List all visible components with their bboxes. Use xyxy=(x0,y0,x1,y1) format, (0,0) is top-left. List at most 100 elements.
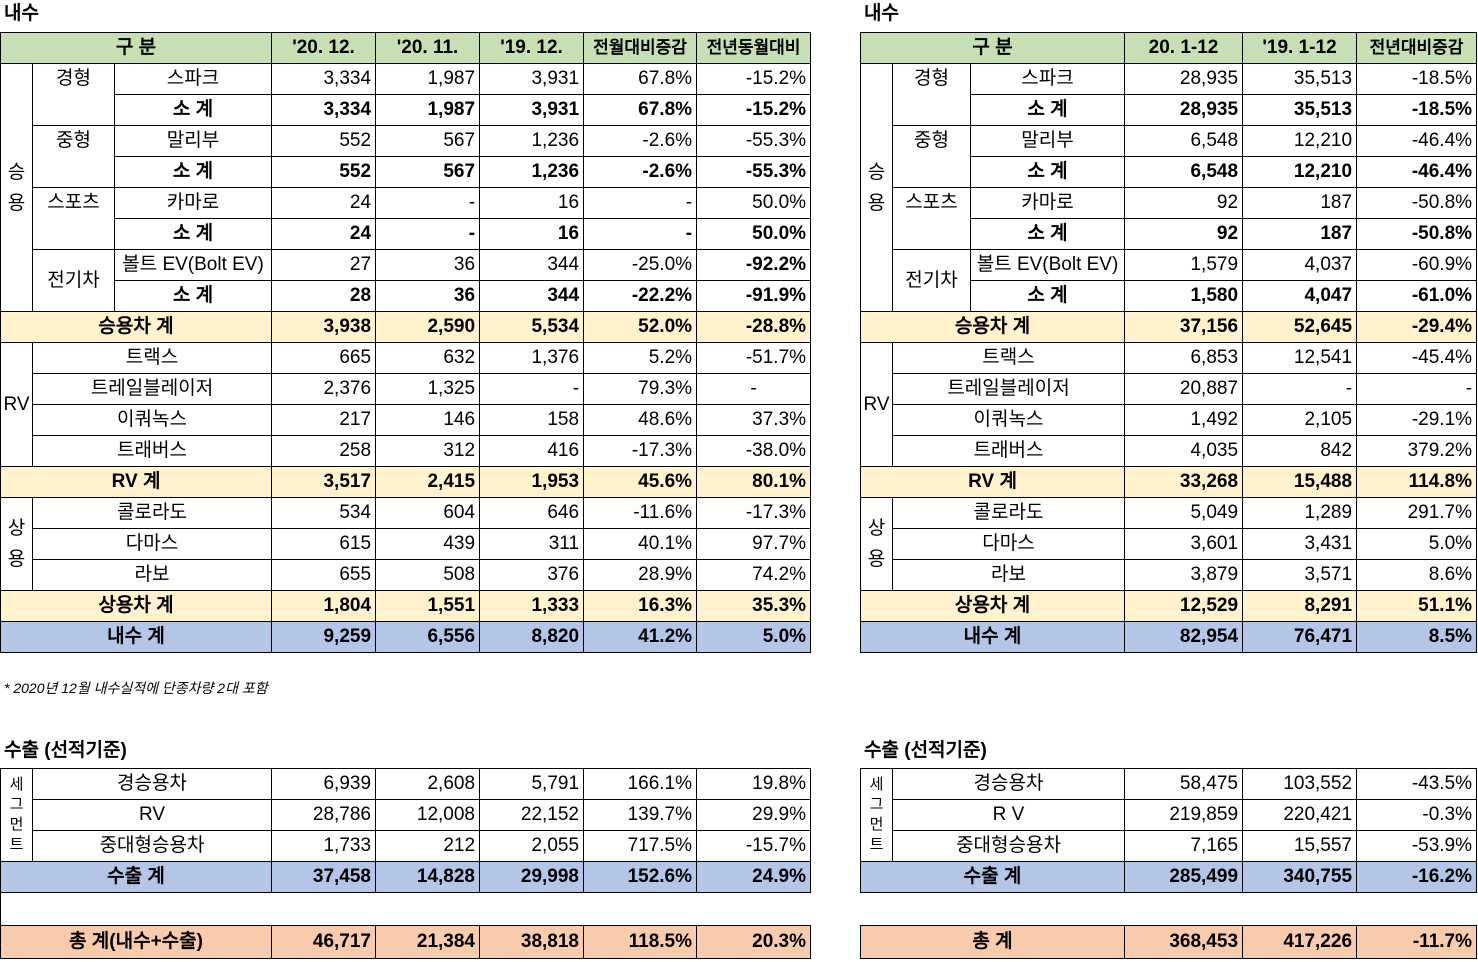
subtotal-row: 소 계 28 36 344 -22.2% -91.9% xyxy=(1,280,812,312)
value-cell: 285,499 xyxy=(1124,861,1244,893)
domestic-total-row: 내수 계 82,954 76,471 8.5% xyxy=(859,621,1478,653)
spacer-row xyxy=(861,893,1477,926)
subtotal-label: 소 계 xyxy=(969,156,1126,188)
table-row: 이쿼녹스 1,492 2,105 -29.1% xyxy=(861,404,1478,436)
subtotal-label: 소 계 xyxy=(969,94,1126,126)
value-cell: 58,475 xyxy=(1124,768,1244,800)
value-cell: 28.9% xyxy=(583,559,698,591)
group-rv-label: RV xyxy=(0,342,33,467)
subtotal-row: 소 계 24 - 16 - 50.0% xyxy=(1,218,812,250)
value-cell: -17.3% xyxy=(696,497,812,529)
value-cell: 24 xyxy=(271,218,377,250)
model-name: 트래버스 xyxy=(31,435,273,467)
value-cell: 118.5% xyxy=(583,925,698,959)
table-row: 라보 655 508 376 28.9% 74.2% xyxy=(1,559,812,591)
value-cell: 16.3% xyxy=(583,590,698,622)
value-cell: 417,226 xyxy=(1242,925,1358,959)
model-name: 볼트 EV(Bolt EV) xyxy=(113,249,273,281)
value-cell: - xyxy=(583,218,698,250)
value-cell: 21,384 xyxy=(375,925,481,959)
value-cell: 311 xyxy=(479,528,585,560)
value-cell: 67.8% xyxy=(583,94,698,126)
value-cell: 8.5% xyxy=(1356,621,1478,653)
value-cell: 92 xyxy=(1124,218,1244,250)
value-cell: 665 xyxy=(271,342,377,374)
header-col: 전년동월대비 xyxy=(696,32,812,64)
value-cell: -46.4% xyxy=(1356,156,1478,188)
value-cell: -53.9% xyxy=(1356,830,1478,862)
value-cell: 29.9% xyxy=(696,799,812,831)
value-cell: 3,879 xyxy=(1124,559,1244,591)
model-name: RV xyxy=(31,799,273,831)
value-cell: 220,421 xyxy=(1242,799,1358,831)
value-cell: 1,236 xyxy=(479,125,585,157)
value-cell: 6,548 xyxy=(1124,156,1244,188)
value-cell: 552 xyxy=(271,156,377,188)
value-cell: 28,935 xyxy=(1124,94,1244,126)
value-cell: 46,717 xyxy=(271,925,377,959)
value-cell: -15.2% xyxy=(696,94,812,126)
segment-label: 스포츠 xyxy=(32,187,115,219)
value-cell: 52,645 xyxy=(1242,311,1358,343)
table-row: RV 트랙스 6,853 12,541 -45.4% xyxy=(860,342,1478,467)
value-cell: 12,008 xyxy=(375,799,481,831)
value-cell: 567 xyxy=(375,156,481,188)
total-label: 수출 계 xyxy=(859,861,1126,893)
value-cell: 376 xyxy=(479,559,585,591)
value-cell: 439 xyxy=(375,528,481,560)
value-cell: 1,804 xyxy=(271,590,377,622)
value-cell: 212 xyxy=(375,830,481,862)
value-cell: - xyxy=(375,187,481,219)
value-cell: 36 xyxy=(375,280,481,312)
subtotal-row: 소 계 6,548 12,210 -46.4% xyxy=(861,156,1478,188)
subtotal-row: 소 계 92 187 -50.8% xyxy=(861,218,1478,250)
value-cell: 12,210 xyxy=(1242,125,1358,157)
value-cell: 6,853 xyxy=(1124,342,1244,374)
value-cell: 5.0% xyxy=(696,621,812,653)
value-cell: 19.8% xyxy=(696,768,812,800)
value-cell: 552 xyxy=(271,125,377,157)
value-cell: -22.2% xyxy=(583,280,698,312)
value-cell: 24 xyxy=(271,187,377,219)
value-cell: 3,931 xyxy=(479,94,585,126)
model-name: 이쿼녹스 xyxy=(31,404,273,436)
value-cell: -18.5% xyxy=(1356,63,1478,95)
value-cell: 3,334 xyxy=(271,63,377,95)
value-cell: 1,551 xyxy=(375,590,481,622)
value-cell: 217 xyxy=(271,404,377,436)
subtotal-label: 소 계 xyxy=(113,94,273,126)
header-row: 구 분 '20. 12. '20. 11. '19. 12. 전월대비증감 전년… xyxy=(0,32,812,64)
export-title-left: 수출 (선적기준) xyxy=(4,740,127,761)
value-cell: 51.1% xyxy=(1356,590,1478,622)
value-cell: 139.7% xyxy=(583,799,698,831)
value-cell: 12,210 xyxy=(1242,156,1358,188)
value-cell: 508 xyxy=(375,559,481,591)
value-cell: 28,935 xyxy=(1124,63,1244,95)
value-cell: -92.2% xyxy=(696,249,812,281)
value-cell: 15,557 xyxy=(1242,830,1358,862)
value-cell: - xyxy=(1242,373,1358,405)
table-row: 트레일블레이저 20,887 - - xyxy=(861,373,1478,405)
value-cell: 82,954 xyxy=(1124,621,1244,653)
rv-total-row: RV 계 3,517 2,415 1,953 45.6% 80.1% xyxy=(0,466,812,498)
value-cell: 5,534 xyxy=(479,311,585,343)
spacer-row xyxy=(0,892,811,926)
value-cell: -61.0% xyxy=(1356,280,1478,312)
table-row: 스포츠 카마로 24 - 16 - 50.0% xyxy=(1,187,812,219)
value-cell: 97.7% xyxy=(696,528,812,560)
value-cell: -25.0% xyxy=(583,249,698,281)
value-cell: -28.8% xyxy=(696,311,812,343)
table-row: RV 트랙스 665 632 1,376 5.2% -51.7% xyxy=(0,342,812,467)
subtotal-label: 소 계 xyxy=(113,156,273,188)
value-cell: 36 xyxy=(375,249,481,281)
value-cell: 41.2% xyxy=(583,621,698,653)
total-label: RV 계 xyxy=(0,466,273,498)
value-cell: -2.6% xyxy=(583,125,698,157)
value-cell: -50.8% xyxy=(1356,218,1478,250)
model-name: 경승용차 xyxy=(31,768,273,800)
value-cell: 219,859 xyxy=(1124,799,1244,831)
